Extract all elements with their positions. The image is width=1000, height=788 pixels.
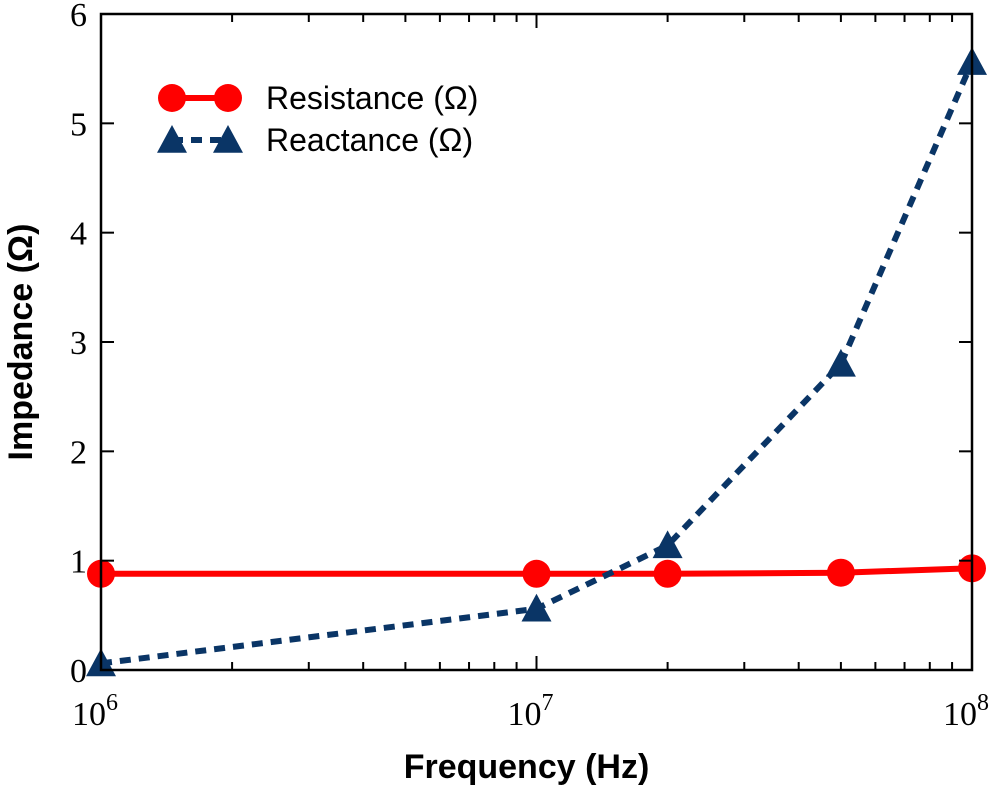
reactance-point [652,530,683,559]
y-axis-title: Impedance (Ω) [2,224,40,461]
legend-reactance-marker [213,125,243,153]
legend-resistance-marker [214,84,242,112]
y-tick-label: 3 [70,325,87,362]
reactance-point [521,593,552,622]
y-tick-label: 4 [70,216,87,253]
legend: Resistance (Ω) Reactance (Ω) [157,80,478,158]
x-tick-label: 107 [508,690,554,733]
x-tick-label: 108 [943,690,989,733]
y-tick-label: 0 [70,653,87,690]
resistance-point [522,559,551,588]
resistance-point [826,558,855,587]
legend-reactance-label: Reactance (Ω) [266,122,473,158]
legend-resistance-label: Resistance (Ω) [266,80,478,116]
reactance-point [825,348,856,377]
legend-reactance-marker [157,125,187,153]
x-axis-title: Frequency (Hz) [404,748,650,786]
resistance-point [653,559,682,588]
y-tick-label: 6 [70,0,87,34]
x-tick-label: 106 [72,690,118,733]
y-tick-label: 5 [70,106,87,143]
y-tick-label: 2 [70,434,87,471]
reactance-line [100,60,975,667]
y-tick-label: 1 [70,544,87,581]
legend-resistance-marker [158,84,186,112]
